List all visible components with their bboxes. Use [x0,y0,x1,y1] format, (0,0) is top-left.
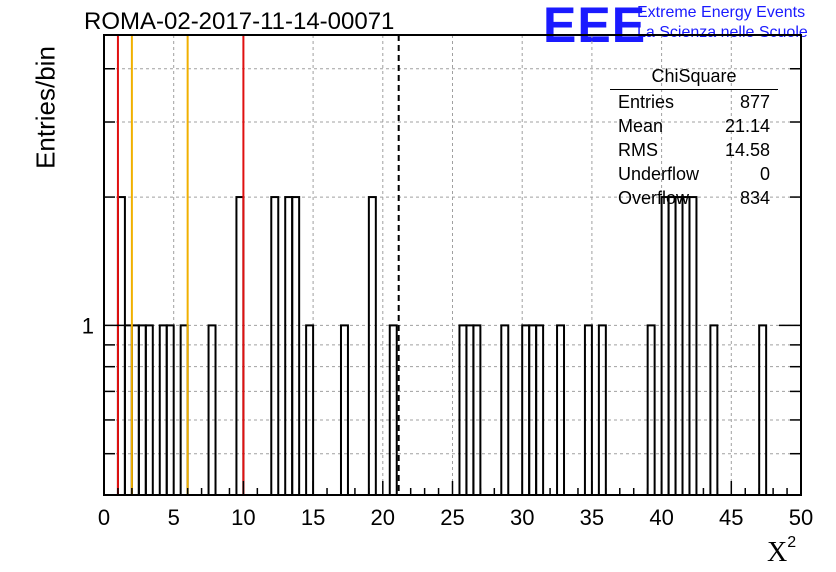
stats-value: 0 [759,164,770,184]
histogram-bin [660,196,670,496]
histogram-bin [681,196,691,496]
histogram-bin [521,324,531,496]
stats-value: 877 [739,92,770,112]
x-tick-label: 45 [719,505,743,530]
histogram-bin [165,324,175,496]
x-axis-label-sup: 2 [787,534,797,551]
histogram-bin [597,324,607,496]
histogram-bin [674,196,684,496]
histogram-bin [116,196,126,496]
histogram-bin [158,324,168,496]
histogram-bin [207,324,217,496]
histogram-bin [137,324,147,496]
histogram-bin [465,324,475,496]
histogram-bin [179,324,189,496]
histogram-bin [709,324,719,496]
histogram-bin [291,196,301,496]
histogram-bin [500,324,510,496]
chart-title: ROMA-02-2017-11-14-00071 [84,8,395,35]
stats-box: ChiSquare Entries 877 Mean 21.14 RMS 14.58 Und… [610,66,778,212]
stats-label: Mean [618,116,664,136]
stats-name: ChiSquare [610,66,778,90]
histogram-bin [758,324,768,496]
x-axis-label-text: X [767,537,788,568]
stats-label: Underflow [618,164,700,184]
histogram-bin [284,196,294,496]
histogram-bin [235,196,245,496]
eee-logo: EEE [543,0,647,53]
histogram-bin [367,196,377,496]
x-tick-label: 30 [510,505,534,530]
x-tick-label: 10 [231,505,255,530]
histogram-bin [583,324,593,496]
histogram-bin [339,324,349,496]
histogram-bin [458,324,468,496]
logo-line-1: Extreme Energy Events [637,4,806,21]
stats-row: Overflow 834 [610,188,778,212]
histogram-bin [472,324,482,496]
x-tick-label: 35 [580,505,604,530]
x-tick-label: 15 [301,505,325,530]
x-tick-label: 50 [789,505,813,530]
stats-label: Overflow [618,188,690,208]
x-tick-label: 40 [649,505,673,530]
histogram-bin [305,324,315,496]
histogram-bin [646,324,656,496]
stats-value: 834 [739,188,770,208]
histogram-bin [528,324,538,496]
stats-rows: Entries 877 Mean 21.14 RMS 14.58 Underflow 0 Ove… [610,92,778,212]
x-tick-label: 25 [440,505,464,530]
histogram-bin [144,324,154,496]
histogram-bin [688,196,698,496]
histogram-bin [270,196,280,496]
x-tick-label: 5 [168,505,180,530]
stats-row: Mean 21.14 [610,116,778,140]
histogram-bin [130,324,140,496]
histogram-bin [667,196,677,496]
logo-line-2: La Scienza nelle Scuole [637,24,808,41]
stats-row: Underflow 0 [610,164,778,188]
histogram-bin [123,324,133,496]
stats-value: 21.14 [724,116,770,136]
stats-label: Entries [618,92,675,112]
histogram-bin [388,324,398,496]
stats-value: 14.58 [724,140,770,160]
stats-row: Entries 877 [610,92,778,116]
x-tick-label: 20 [371,505,395,530]
stats-label: RMS [618,140,658,160]
histogram-bin [556,324,566,496]
stats-row: RMS 14.58 [610,140,778,164]
x-axis-label: X2 [767,534,796,569]
x-tick-label: 0 [98,505,110,530]
y-tick-label: 1 [82,313,94,338]
histogram-bin [535,324,545,496]
